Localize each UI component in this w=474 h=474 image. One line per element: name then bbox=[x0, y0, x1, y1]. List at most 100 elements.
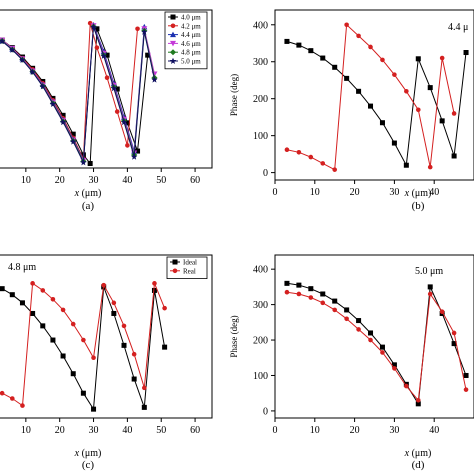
data-point bbox=[10, 396, 15, 401]
data-point bbox=[391, 362, 397, 368]
data-point bbox=[94, 45, 100, 50]
x-tick-label: 40 bbox=[122, 175, 132, 186]
x-axis-label: x (μm) bbox=[404, 188, 432, 199]
series-group bbox=[284, 280, 469, 407]
data-point bbox=[403, 162, 409, 168]
panel-annotation: 4.8 μm bbox=[8, 262, 36, 273]
data-point bbox=[427, 291, 433, 297]
data-point bbox=[141, 28, 148, 35]
data-point bbox=[114, 86, 120, 92]
x-tick-label: 30 bbox=[89, 425, 99, 436]
series-group bbox=[284, 22, 469, 172]
data-point bbox=[320, 55, 326, 61]
data-point bbox=[40, 288, 46, 293]
data-point bbox=[284, 280, 290, 286]
data-point bbox=[308, 154, 314, 160]
data-point bbox=[451, 341, 457, 347]
data-point bbox=[80, 390, 86, 396]
data-point bbox=[415, 107, 421, 113]
x-tick-label: 60 bbox=[190, 425, 200, 436]
data-point bbox=[427, 164, 433, 170]
x-tick-label: 10 bbox=[310, 425, 320, 436]
x-tick-label: 30 bbox=[389, 187, 399, 198]
legend-label: 4.2 μm bbox=[181, 22, 201, 30]
data-point bbox=[451, 330, 457, 336]
x-tick-label: 30 bbox=[89, 175, 99, 186]
legend-marker bbox=[170, 40, 176, 47]
data-point bbox=[392, 366, 397, 371]
data-point bbox=[356, 88, 362, 94]
data-point bbox=[308, 295, 314, 300]
data-point bbox=[70, 138, 77, 145]
data-point bbox=[356, 33, 361, 39]
data-point bbox=[142, 385, 147, 391]
legend-label: 5.0 μm bbox=[181, 58, 201, 66]
legend-marker bbox=[170, 31, 176, 38]
data-point bbox=[332, 298, 338, 304]
data-point bbox=[104, 52, 110, 58]
panel-caption: (d) bbox=[412, 459, 425, 471]
data-point bbox=[124, 120, 130, 126]
y-tick-label: 0 bbox=[263, 168, 268, 179]
legend-marker bbox=[172, 268, 178, 274]
data-point bbox=[19, 56, 26, 64]
x-tick-label: 10 bbox=[21, 175, 31, 186]
data-point bbox=[344, 316, 349, 322]
data-point bbox=[439, 309, 445, 314]
data-point bbox=[451, 111, 457, 116]
data-point bbox=[50, 337, 56, 343]
chart-panel-1: 10 20 30 40 50 60x (μm)(a)4.0 μm4.2 μm4.4 μm4… bbox=[0, 9, 213, 212]
legend-label: Ideal bbox=[183, 259, 197, 267]
data-point bbox=[308, 286, 314, 292]
data-point bbox=[368, 330, 374, 336]
data-point bbox=[135, 26, 140, 32]
data-point bbox=[380, 57, 385, 63]
y-tick-label: 400 bbox=[253, 20, 268, 31]
plot-frame bbox=[274, 9, 474, 181]
panel-caption: (a) bbox=[82, 200, 95, 212]
data-point bbox=[308, 48, 314, 54]
data-point bbox=[9, 292, 15, 298]
data-point bbox=[9, 46, 16, 53]
legend-marker bbox=[172, 259, 178, 265]
panel-annotation: 4.4 μ bbox=[448, 22, 468, 33]
data-point bbox=[427, 85, 433, 91]
data-point bbox=[320, 291, 326, 297]
x-tick-label: 30 bbox=[389, 425, 399, 436]
data-point bbox=[94, 26, 100, 32]
data-point bbox=[284, 147, 290, 152]
data-point bbox=[70, 131, 76, 137]
data-point bbox=[121, 323, 127, 329]
legend-marker bbox=[170, 49, 176, 56]
data-point bbox=[296, 149, 302, 155]
y-axis-label: Phase (deg) bbox=[229, 74, 239, 116]
data-point bbox=[151, 76, 158, 83]
data-point bbox=[344, 307, 350, 313]
x-tick-label: 0 bbox=[273, 187, 278, 198]
data-point bbox=[111, 300, 117, 306]
data-point bbox=[152, 281, 157, 286]
data-point bbox=[463, 50, 469, 56]
data-point bbox=[30, 310, 36, 316]
x-tick-label: 60 bbox=[190, 175, 200, 186]
data-point bbox=[131, 376, 137, 382]
data-point bbox=[125, 143, 130, 148]
data-point bbox=[60, 353, 66, 359]
data-point bbox=[80, 159, 87, 166]
data-point bbox=[29, 68, 36, 76]
data-point bbox=[439, 55, 445, 61]
legend: 4.0 μm4.2 μm4.4 μm4.6 μm4.8 μm5.0 μm bbox=[164, 11, 208, 70]
data-point bbox=[368, 44, 373, 50]
data-point bbox=[404, 383, 409, 389]
y-tick-label: 200 bbox=[253, 94, 268, 105]
y-axis-label: Phase (deg) bbox=[229, 315, 239, 357]
legend-label: 4.6 μm bbox=[181, 40, 201, 48]
data-point bbox=[87, 160, 93, 166]
data-point bbox=[0, 286, 5, 292]
panel-caption: (c) bbox=[82, 459, 95, 471]
data-point bbox=[344, 22, 349, 28]
y-tick-label: 200 bbox=[253, 336, 268, 347]
